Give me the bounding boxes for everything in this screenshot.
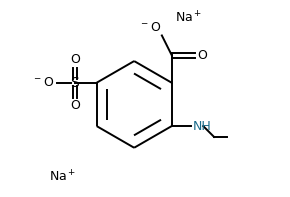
Text: O: O	[197, 49, 207, 62]
Text: O: O	[70, 99, 80, 112]
Text: S: S	[70, 76, 79, 90]
Text: Na$^+$: Na$^+$	[175, 10, 202, 25]
Text: O: O	[70, 53, 80, 66]
Text: $^-$O: $^-$O	[32, 76, 54, 89]
Text: Na$^+$: Na$^+$	[49, 170, 76, 185]
Text: NH: NH	[192, 120, 211, 133]
Text: $^-$O: $^-$O	[139, 21, 161, 34]
